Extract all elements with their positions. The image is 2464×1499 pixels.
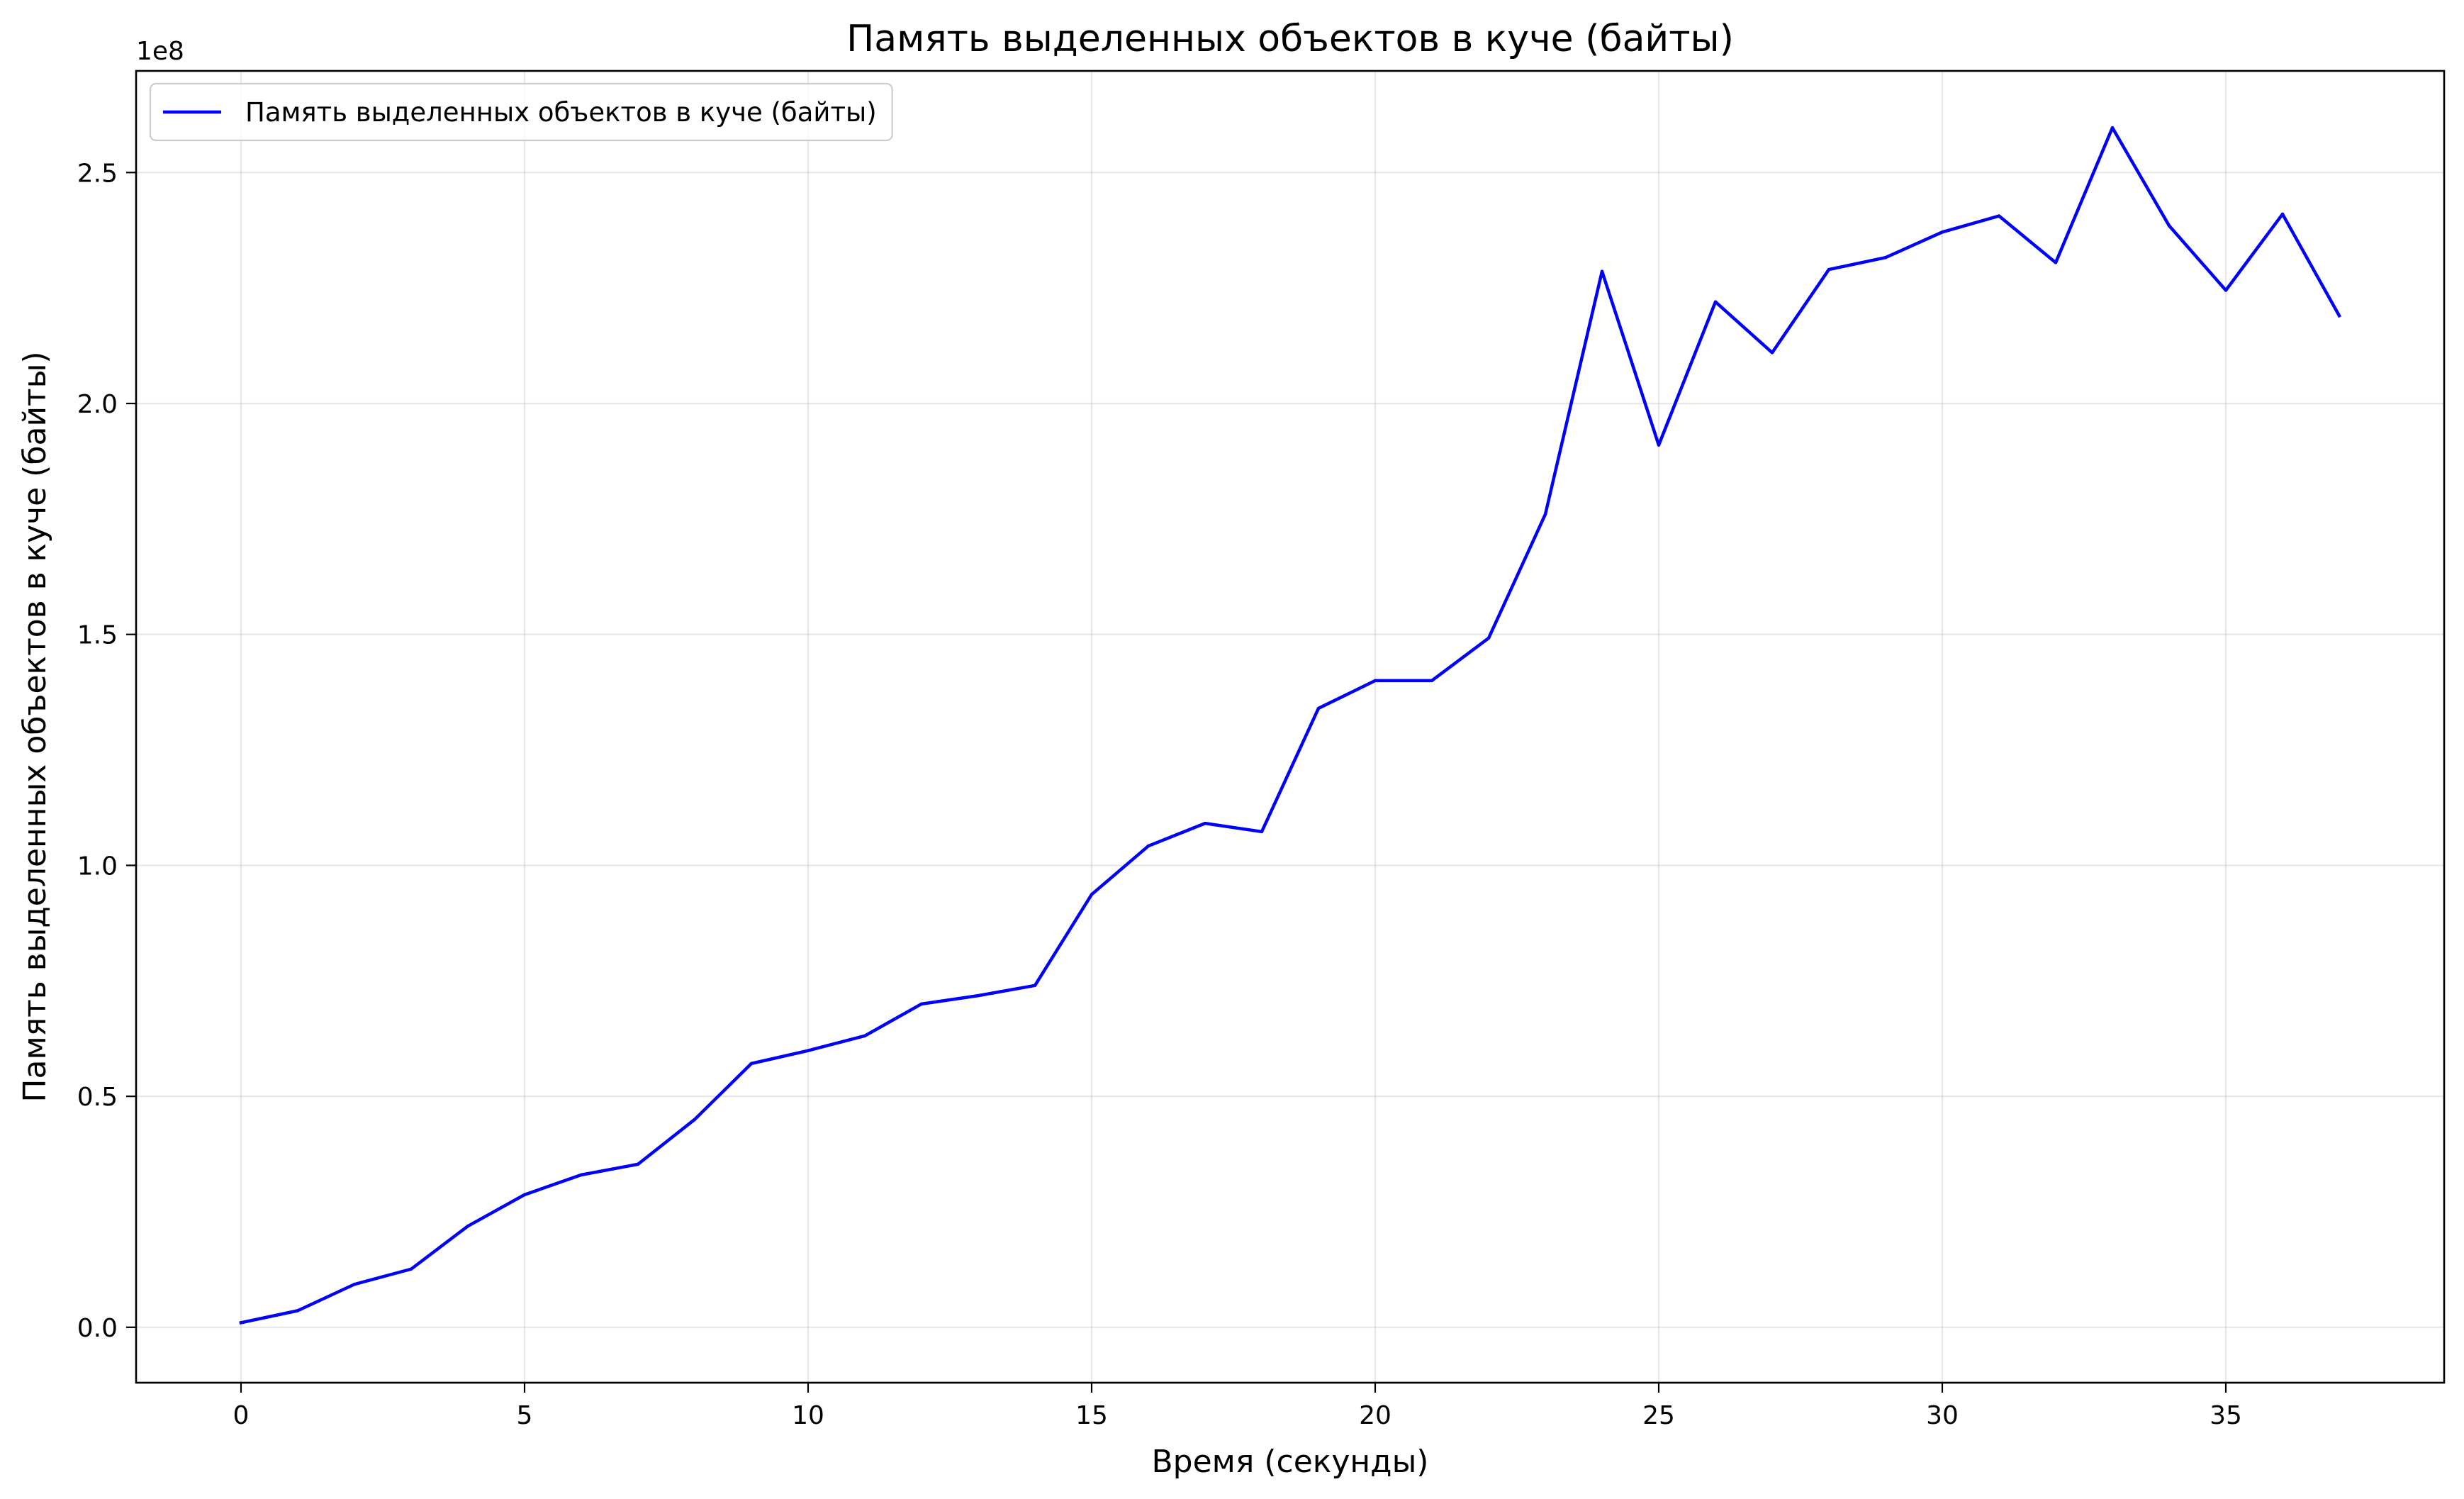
data-point	[1827, 267, 1831, 272]
axis-ticks: 0 5 10 15 20 25 30 35 0.0 0.5 1.0 1.5 2.0 2.5	[77, 159, 2242, 1430]
x-tick-label: 5	[517, 1401, 533, 1430]
y-axis-offset-label: 1e8	[136, 37, 184, 66]
x-tick-label: 25	[1642, 1401, 1675, 1430]
x-tick-label: 35	[2210, 1401, 2242, 1430]
y-tick-label: 2.0	[77, 390, 118, 419]
x-tick-label: 0	[233, 1401, 250, 1430]
data-point	[239, 1321, 243, 1325]
legend: Память выделенных объектов в куче (байты…	[149, 82, 893, 142]
data-point	[1713, 300, 1718, 303]
data-point	[1146, 844, 1150, 848]
plot-frame	[135, 69, 2446, 1384]
data-point	[1486, 636, 1491, 640]
data-point	[466, 1224, 470, 1228]
data-point	[522, 1193, 527, 1197]
y-tick-label: 2.5	[77, 159, 118, 188]
legend-label: Память выделенных объектов в куче (байты…	[245, 97, 877, 128]
data-point	[409, 1267, 413, 1271]
data-point	[976, 993, 980, 998]
y-tick-label: 1.5	[77, 621, 118, 650]
x-tick-label: 10	[792, 1401, 824, 1430]
data-point	[352, 1283, 357, 1286]
data-point	[1373, 679, 1377, 683]
data-point	[2280, 212, 2285, 216]
data-point	[1883, 255, 1888, 260]
data-point	[1316, 706, 1321, 711]
data-point	[2054, 261, 2058, 264]
data-point	[2337, 314, 2341, 318]
y-tick-label: 1.0	[77, 852, 118, 881]
data-point	[636, 1162, 640, 1166]
data-point	[296, 1309, 300, 1313]
data-point	[1543, 513, 1547, 516]
data-point	[1203, 821, 1207, 825]
data-point	[1940, 230, 1944, 234]
y-axis-title: Память выделенных объектов в куче (байты…	[17, 351, 53, 1102]
x-tick-label: 20	[1359, 1401, 1391, 1430]
data-point	[579, 1173, 583, 1177]
data-point	[749, 1061, 754, 1066]
data-point	[806, 1049, 810, 1052]
legend-box	[149, 82, 893, 142]
data-point	[919, 1002, 924, 1006]
data-point	[1260, 830, 1264, 834]
data-point	[1600, 269, 1604, 273]
x-tick-label: 30	[1926, 1401, 1959, 1430]
data-point	[1033, 983, 1037, 987]
data-point	[1090, 893, 1094, 896]
data-point	[1657, 443, 1661, 447]
chart-title: Память выделенных объектов в куче (байты…	[846, 18, 1734, 60]
grid	[136, 71, 2444, 1383]
data-point	[1770, 351, 1774, 355]
data-point	[2167, 224, 2171, 228]
y-tick-label: 0.0	[77, 1314, 118, 1343]
series-line	[239, 126, 2342, 1325]
data-point	[693, 1118, 697, 1121]
data-point	[2110, 126, 2115, 130]
data-point	[1997, 214, 2001, 218]
data-point	[1430, 679, 1434, 683]
data-point	[863, 1034, 867, 1037]
series-layer	[239, 126, 2342, 1325]
y-tick-label: 0.5	[77, 1083, 118, 1112]
x-axis-title: Время (секунды)	[1152, 1444, 1429, 1480]
x-tick-label: 15	[1075, 1401, 1108, 1430]
data-point	[2224, 289, 2228, 292]
